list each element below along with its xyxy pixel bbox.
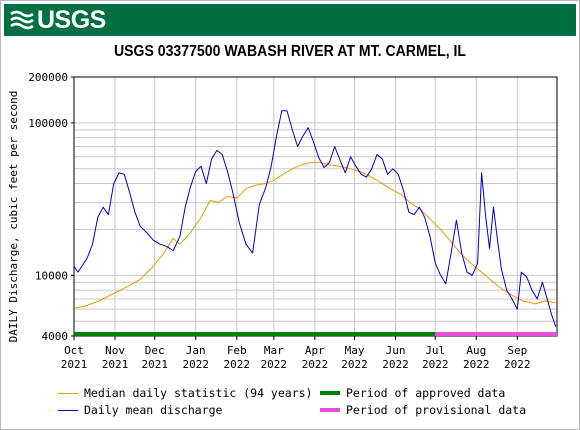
x-tick-label-year: 2022: [302, 358, 329, 371]
x-tick-label-year: 2021: [141, 358, 168, 371]
x-tick-label-month: Feb: [227, 344, 247, 357]
x-tick-label-year: 2022: [422, 358, 449, 371]
y-tick-label: 10000: [35, 269, 68, 282]
legend-swatch-daily: [58, 409, 78, 411]
x-tick-label-year: 2022: [382, 358, 409, 371]
x-tick-label-year: 2021: [102, 358, 129, 371]
usgs-banner: [4, 4, 576, 36]
y-tick-label: 200000: [28, 71, 68, 84]
legend-swatch-provisional: [320, 408, 340, 412]
legend-item-daily: Daily mean discharge: [58, 402, 222, 418]
x-tick-label-month: Mar: [264, 344, 284, 357]
x-tick-label-year: 2021: [61, 358, 88, 371]
usgs-logo-text: USGS: [37, 6, 106, 34]
chart-title: USGS 03377500 WABASH RIVER AT MT. CARMEL…: [113, 43, 467, 60]
x-tick-label-month: Aug: [466, 344, 486, 357]
approved-period-bar: [74, 332, 436, 336]
x-tick-label-month: Sep: [507, 344, 527, 357]
chart-legend: Median daily statistic (94 years) Daily …: [58, 385, 578, 425]
x-tick-label-month: Jul: [425, 344, 445, 357]
x-tick-label-year: 2022: [463, 358, 490, 371]
median-series-line: [73, 162, 556, 309]
daily-mean-series-line: [73, 110, 557, 327]
usgs-logo[interactable]: USGS: [10, 6, 106, 34]
x-tick-label-year: 2022: [261, 358, 288, 371]
x-tick-label-year: 2022: [182, 358, 209, 371]
y-tick-label: 4000: [42, 330, 69, 343]
y-axis-label: DAILY Discharge, cubic feet per second: [7, 91, 20, 343]
x-tick-label-month: Apr: [305, 344, 325, 357]
legend-swatch-median: [58, 392, 78, 394]
x-tick-label-year: 2022: [224, 358, 251, 371]
legend-label-approved: Period of approved data: [346, 386, 506, 400]
x-tick-label-month: Oct: [64, 344, 84, 357]
x-tick-label-month: Nov: [105, 344, 125, 357]
legend-label-daily: Daily mean discharge: [84, 403, 223, 417]
x-tick-label-year: 2022: [504, 358, 531, 371]
x-tick-label-year: 2022: [341, 358, 368, 371]
usgs-wave-icon: [10, 10, 34, 30]
x-tick-label-month: May: [345, 344, 365, 357]
legend-item-approved: Period of approved data: [320, 385, 505, 401]
x-tick-label-month: Jun: [386, 344, 406, 357]
x-tick-label-month: Dec: [145, 344, 165, 357]
legend-item-provisional: Period of provisional data: [320, 402, 526, 418]
legend-item-median: Median daily statistic (94 years): [58, 385, 312, 401]
legend-label-provisional: Period of provisional data: [346, 403, 527, 417]
legend-swatch-approved: [320, 391, 340, 395]
legend-label-median: Median daily statistic (94 years): [84, 386, 313, 400]
x-tick-label-month: Jan: [186, 344, 206, 357]
y-tick-label: 100000: [28, 117, 68, 130]
provisional-period-bar: [435, 332, 557, 336]
